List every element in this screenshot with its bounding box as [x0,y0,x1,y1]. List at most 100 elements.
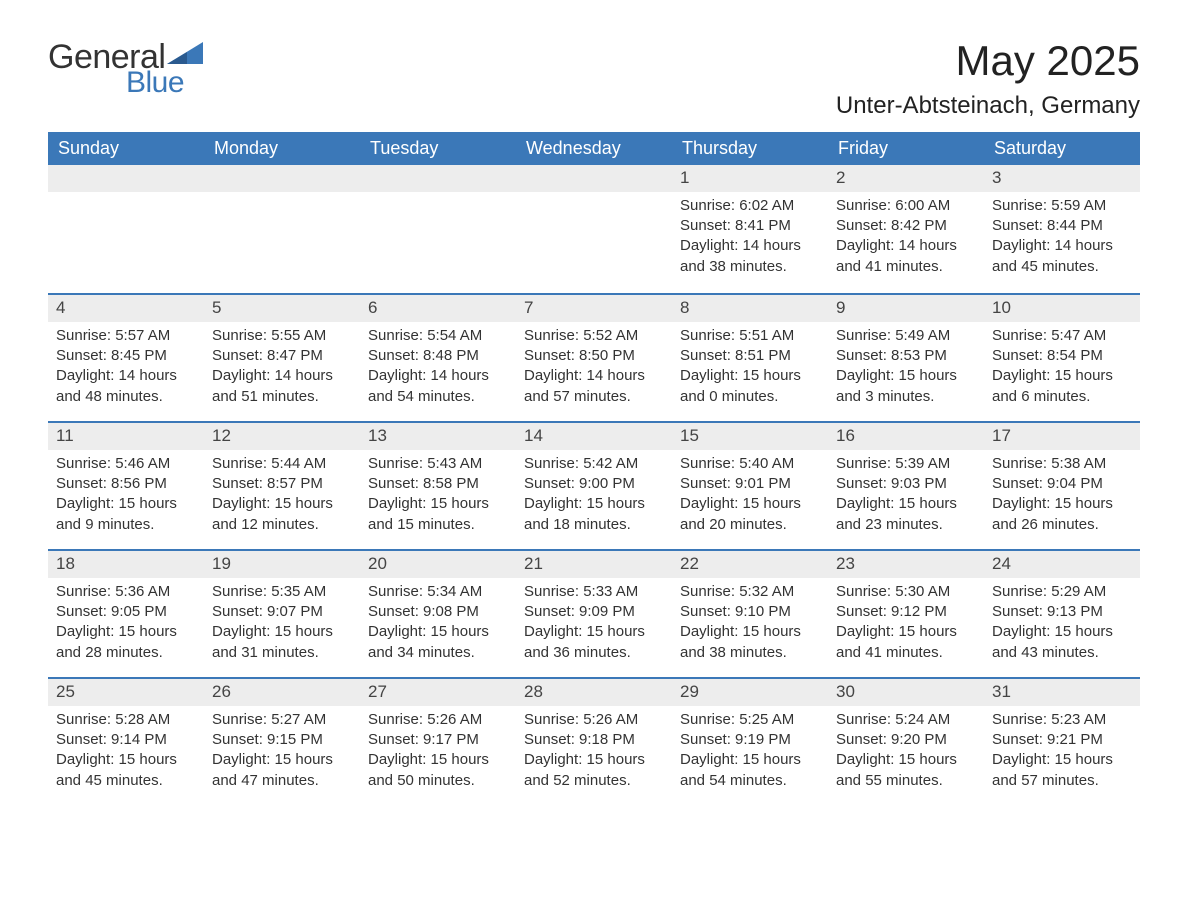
calendar-day: 17Sunrise: 5:38 AMSunset: 9:04 PMDayligh… [984,423,1140,549]
day-number: 30 [828,679,984,706]
page-header: General Blue May 2025 Unter-Abtsteinach,… [48,40,1140,120]
day-body: Sunrise: 5:26 AMSunset: 9:17 PMDaylight:… [360,706,516,801]
daylight-text: Daylight: 15 hours and 23 minutes. [836,494,976,535]
day-number: 20 [360,551,516,578]
day-body: Sunrise: 5:35 AMSunset: 9:07 PMDaylight:… [204,578,360,673]
daylight-text: Daylight: 15 hours and 38 minutes. [680,622,820,663]
sunset-text: Sunset: 9:05 PM [56,602,196,622]
sunrise-text: Sunrise: 5:29 AM [992,582,1132,602]
sunrise-text: Sunrise: 5:55 AM [212,326,352,346]
logo: General Blue [48,40,203,98]
sunset-text: Sunset: 8:44 PM [992,216,1132,236]
sunset-text: Sunset: 8:51 PM [680,346,820,366]
sunrise-text: Sunrise: 5:33 AM [524,582,664,602]
day-number: 27 [360,679,516,706]
weekday-header: Thursday [672,132,828,165]
day-body: Sunrise: 5:54 AMSunset: 8:48 PMDaylight:… [360,322,516,417]
sunrise-text: Sunrise: 5:23 AM [992,710,1132,730]
day-number [204,165,360,192]
day-number: 10 [984,295,1140,322]
daylight-text: Daylight: 15 hours and 0 minutes. [680,366,820,407]
day-number: 6 [360,295,516,322]
calendar-day: 6Sunrise: 5:54 AMSunset: 8:48 PMDaylight… [360,295,516,421]
calendar: SundayMondayTuesdayWednesdayThursdayFrid… [48,132,1140,805]
daylight-text: Daylight: 15 hours and 57 minutes. [992,750,1132,791]
day-body [360,192,516,206]
calendar-day: 23Sunrise: 5:30 AMSunset: 9:12 PMDayligh… [828,551,984,677]
calendar-day: 3Sunrise: 5:59 AMSunset: 8:44 PMDaylight… [984,165,1140,293]
sunrise-text: Sunrise: 5:25 AM [680,710,820,730]
sunrise-text: Sunrise: 5:36 AM [56,582,196,602]
sunrise-text: Sunrise: 6:02 AM [680,196,820,216]
daylight-text: Daylight: 14 hours and 48 minutes. [56,366,196,407]
day-body: Sunrise: 6:02 AMSunset: 8:41 PMDaylight:… [672,192,828,287]
daylight-text: Daylight: 15 hours and 6 minutes. [992,366,1132,407]
calendar-day: 10Sunrise: 5:47 AMSunset: 8:54 PMDayligh… [984,295,1140,421]
logo-text-blue: Blue [126,68,203,98]
sunset-text: Sunset: 8:50 PM [524,346,664,366]
sunset-text: Sunset: 9:01 PM [680,474,820,494]
daylight-text: Daylight: 14 hours and 45 minutes. [992,236,1132,277]
day-number: 22 [672,551,828,578]
calendar-day: 24Sunrise: 5:29 AMSunset: 9:13 PMDayligh… [984,551,1140,677]
weekday-header: Wednesday [516,132,672,165]
calendar-day: 14Sunrise: 5:42 AMSunset: 9:00 PMDayligh… [516,423,672,549]
sunrise-text: Sunrise: 5:51 AM [680,326,820,346]
day-number: 4 [48,295,204,322]
sunset-text: Sunset: 9:13 PM [992,602,1132,622]
day-body: Sunrise: 5:49 AMSunset: 8:53 PMDaylight:… [828,322,984,417]
weeks-container: 1Sunrise: 6:02 AMSunset: 8:41 PMDaylight… [48,165,1140,805]
day-body: Sunrise: 5:44 AMSunset: 8:57 PMDaylight:… [204,450,360,545]
calendar-day: 1Sunrise: 6:02 AMSunset: 8:41 PMDaylight… [672,165,828,293]
day-number: 9 [828,295,984,322]
weekday-header: Monday [204,132,360,165]
sunrise-text: Sunrise: 5:39 AM [836,454,976,474]
sunrise-text: Sunrise: 5:49 AM [836,326,976,346]
calendar-day: 25Sunrise: 5:28 AMSunset: 9:14 PMDayligh… [48,679,204,805]
day-body: Sunrise: 5:26 AMSunset: 9:18 PMDaylight:… [516,706,672,801]
calendar-day: 4Sunrise: 5:57 AMSunset: 8:45 PMDaylight… [48,295,204,421]
daylight-text: Daylight: 14 hours and 51 minutes. [212,366,352,407]
sunset-text: Sunset: 9:00 PM [524,474,664,494]
day-number: 15 [672,423,828,450]
calendar-day [516,165,672,293]
day-number: 24 [984,551,1140,578]
day-number: 26 [204,679,360,706]
day-number: 31 [984,679,1140,706]
daylight-text: Daylight: 15 hours and 55 minutes. [836,750,976,791]
sunset-text: Sunset: 8:54 PM [992,346,1132,366]
sunset-text: Sunset: 9:09 PM [524,602,664,622]
sunset-text: Sunset: 9:15 PM [212,730,352,750]
sunrise-text: Sunrise: 5:42 AM [524,454,664,474]
day-body: Sunrise: 5:40 AMSunset: 9:01 PMDaylight:… [672,450,828,545]
day-number: 14 [516,423,672,450]
sunset-text: Sunset: 8:53 PM [836,346,976,366]
daylight-text: Daylight: 15 hours and 47 minutes. [212,750,352,791]
day-number: 19 [204,551,360,578]
day-number [516,165,672,192]
day-number: 16 [828,423,984,450]
sunset-text: Sunset: 9:20 PM [836,730,976,750]
daylight-text: Daylight: 15 hours and 36 minutes. [524,622,664,663]
daylight-text: Daylight: 14 hours and 57 minutes. [524,366,664,407]
sunset-text: Sunset: 8:58 PM [368,474,508,494]
day-body: Sunrise: 5:55 AMSunset: 8:47 PMDaylight:… [204,322,360,417]
sunrise-text: Sunrise: 5:38 AM [992,454,1132,474]
sunrise-text: Sunrise: 5:44 AM [212,454,352,474]
calendar-day: 5Sunrise: 5:55 AMSunset: 8:47 PMDaylight… [204,295,360,421]
sunset-text: Sunset: 8:56 PM [56,474,196,494]
weekday-header: Friday [828,132,984,165]
day-body: Sunrise: 6:00 AMSunset: 8:42 PMDaylight:… [828,192,984,287]
daylight-text: Daylight: 15 hours and 34 minutes. [368,622,508,663]
calendar-day [204,165,360,293]
calendar-day: 7Sunrise: 5:52 AMSunset: 8:50 PMDaylight… [516,295,672,421]
calendar-day: 31Sunrise: 5:23 AMSunset: 9:21 PMDayligh… [984,679,1140,805]
sunrise-text: Sunrise: 5:35 AM [212,582,352,602]
day-body: Sunrise: 5:30 AMSunset: 9:12 PMDaylight:… [828,578,984,673]
daylight-text: Daylight: 15 hours and 52 minutes. [524,750,664,791]
calendar-day: 19Sunrise: 5:35 AMSunset: 9:07 PMDayligh… [204,551,360,677]
day-number: 28 [516,679,672,706]
logo-triangle-icon [167,42,203,68]
day-body: Sunrise: 5:43 AMSunset: 8:58 PMDaylight:… [360,450,516,545]
day-body: Sunrise: 5:47 AMSunset: 8:54 PMDaylight:… [984,322,1140,417]
